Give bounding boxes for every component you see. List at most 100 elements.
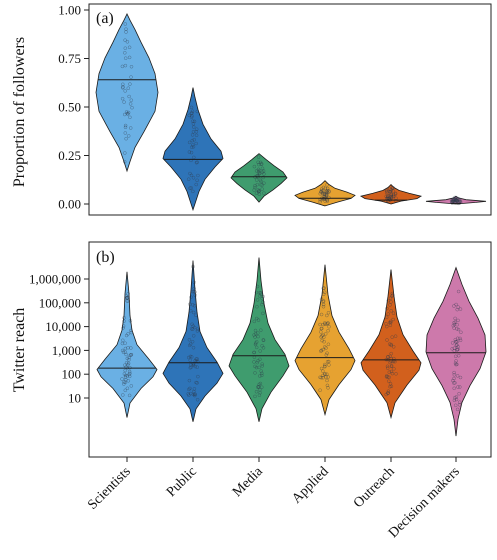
panel-a-point [124,30,128,34]
panel-b-point [128,319,133,323]
panel-b-point [385,364,390,369]
panel-b-point [325,383,330,388]
panel-b-y-ticks: 10 100 1,000 10,000 100,000 1,000,000 [29,272,89,406]
panel-b-point [129,384,134,388]
panel-b-point [455,407,460,412]
panel-a-point [261,175,265,180]
panel-a-point [190,133,195,137]
panel-a-y-tick-label: 1.00 [58,3,81,18]
panel-b-point [261,338,266,343]
panel-b-point [194,313,198,318]
panel-b-point [188,386,192,391]
panel-b-point [260,296,264,301]
panel-b-point [450,347,454,351]
panel-a-point [252,188,256,192]
panel-b-point [121,338,125,343]
panel-a-point [260,183,264,187]
panel-b-point [385,306,389,311]
panel-b-point [321,299,325,304]
panel-a-point [325,199,330,203]
panel-a-points [449,195,463,206]
panel-b-point [391,317,395,322]
panel-a-point [393,192,398,196]
panel-b-point [456,347,460,352]
panel-b-point [191,345,196,350]
panel-b-point [456,289,461,294]
panel-b-point [327,324,331,329]
panel-b-point [255,360,260,365]
panel-b-point [254,316,259,321]
panel-a-point [319,187,324,191]
panel-a-point [252,164,257,169]
panel-b-point [192,289,196,294]
panel-a-y-tick-label: 0.50 [58,100,81,115]
panel-a-points [318,183,331,204]
panel-a-violins [95,12,487,212]
panel-b-point [254,345,259,350]
panel-b-point [452,398,457,403]
panel-b-point [124,333,129,338]
panel-b-frame [88,241,492,458]
panel-a-point [449,199,454,203]
panel-b-point [326,328,330,333]
panel-b-point [325,378,329,383]
panel-b-point [456,305,460,309]
panel-b-point [319,335,323,339]
panel-b-point [123,341,127,345]
panel-b-point [319,297,324,301]
panel-b-point [256,331,260,335]
panel-a-point [453,197,458,201]
panel-a-point [190,138,195,143]
panel-a-y-tick-label: 0.25 [58,148,81,163]
panel-b-point [389,319,393,324]
panel-b-point [192,325,197,330]
panel-b-point [454,359,458,363]
panel-b-point [455,374,460,378]
panel-b-point [193,364,197,369]
panel-a-point [318,192,322,196]
panel-b: (b) Twitter reach 10 100 1,000 10,000 100,00… [11,241,492,541]
panel-b-violin-applied [294,264,356,417]
panel-b-point [190,322,194,327]
panel-a-point [123,151,127,155]
panel-b-point [258,387,262,392]
panel-b-point [393,334,398,338]
panel-b-point [318,388,322,392]
panel-b-point [259,328,263,332]
panel-a-point [123,56,128,60]
panel-b-point [457,391,461,396]
panel-b-point [385,338,389,342]
panel-a-point [195,160,199,164]
panel-a-point [121,82,125,87]
panel-a-point [120,96,125,101]
panel-a-point [127,55,132,60]
panel-b-point [123,346,128,351]
panel-b-point [129,346,133,350]
panel-a-point [256,170,261,174]
panel-a-point [254,178,259,182]
panel-b-point [191,334,196,338]
panel-a-violin-media [230,153,288,203]
panel-a-point [123,51,127,55]
panel-b-point [191,303,195,307]
panel-a-point [391,189,395,193]
panel-b-point [189,295,193,299]
panel-a-point [389,196,394,200]
panel-b-point [455,336,460,341]
panel-a-point [253,185,257,190]
panel-a-point [194,129,199,134]
panel-b-y-tick-label: 10,000 [45,319,81,334]
panel-b-point [452,386,456,391]
panel-b-points [186,264,200,402]
panel-b-point [388,320,393,325]
panel-b-point [451,378,455,383]
panel-b-point [257,393,262,397]
panel-b-point [253,335,257,339]
panel-b-point [384,315,389,319]
panel-b-point [394,372,398,376]
panel-b-point [187,338,192,342]
panel-a-point [123,112,127,117]
panel-a-point [123,125,128,130]
panel-a: (a) Proportion of followers 0.00 0.25 0.50… [11,3,492,216]
panel-b-point [191,392,196,397]
